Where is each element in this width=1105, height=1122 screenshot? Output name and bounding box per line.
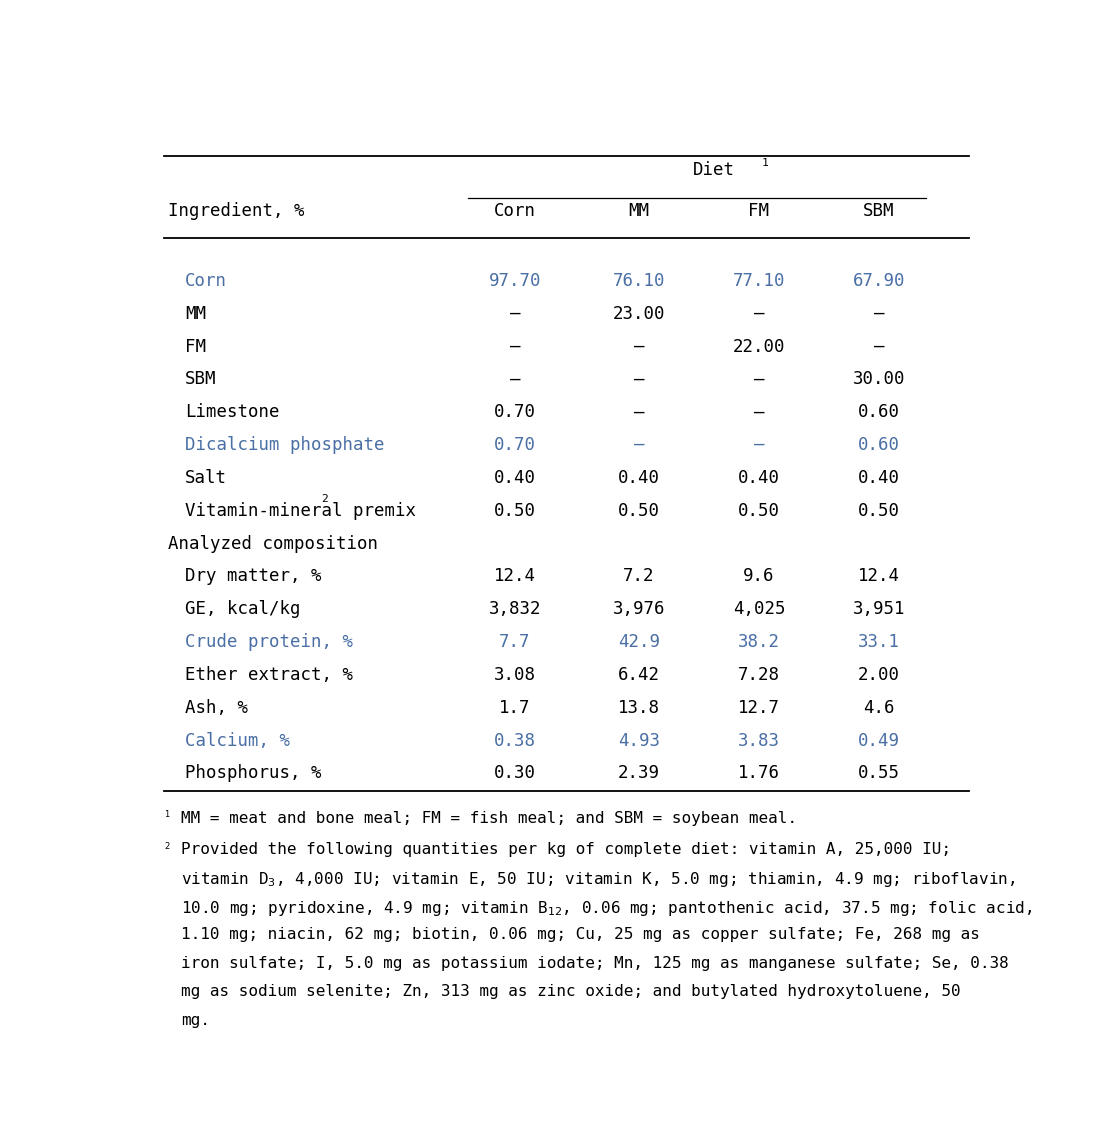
Text: Calcium, %: Calcium, % [186,732,291,749]
Text: –: – [634,436,644,454]
Text: vitamin D$_{3}$, 4,000 IU; vitamin E, 50 IU; vitamin K, 5.0 mg; thiamin, 4.9 mg;: vitamin D$_{3}$, 4,000 IU; vitamin E, 50… [181,871,1015,890]
Text: –: – [634,370,644,388]
Text: 0.50: 0.50 [738,502,780,519]
Text: Corn: Corn [494,202,536,220]
Text: MM: MM [186,305,207,323]
Text: Ingredient, %: Ingredient, % [168,202,305,220]
Text: 76.10: 76.10 [613,272,665,289]
Text: SBM: SBM [186,370,217,388]
Text: 42.9: 42.9 [618,633,660,651]
Text: 2.00: 2.00 [857,666,899,684]
Text: $^{1}$: $^{1}$ [164,810,170,824]
Text: 1.76: 1.76 [738,764,780,782]
Text: 1.10 mg; niacin, 62 mg; biotin, 0.06 mg; Cu, 25 mg as copper sulfate; Fe, 268 mg: 1.10 mg; niacin, 62 mg; biotin, 0.06 mg;… [181,928,980,942]
Text: 4,025: 4,025 [733,600,786,618]
Text: 3.83: 3.83 [738,732,780,749]
Text: 3,832: 3,832 [488,600,541,618]
Text: mg.: mg. [181,1013,210,1028]
Text: 12.4: 12.4 [857,568,899,586]
Text: 0.70: 0.70 [494,436,536,454]
Text: 2.39: 2.39 [618,764,660,782]
Text: 1.7: 1.7 [499,699,530,717]
Text: 10.0 mg; pyridoxine, 4.9 mg; vitamin B$_{12}$, 0.06 mg; pantothenic acid, 37.5 m: 10.0 mg; pyridoxine, 4.9 mg; vitamin B$_… [181,899,1032,918]
Text: 0.40: 0.40 [857,469,899,487]
Text: 13.8: 13.8 [618,699,660,717]
Text: mg as sodium selenite; Zn, 313 mg as zinc oxide; and butylated hydroxytoluene, 5: mg as sodium selenite; Zn, 313 mg as zin… [181,984,960,1000]
Text: 67.90: 67.90 [853,272,905,289]
Text: 0.40: 0.40 [738,469,780,487]
Text: 30.00: 30.00 [853,370,905,388]
Text: –: – [874,338,884,356]
Text: Limestone: Limestone [186,403,280,421]
Text: Dicalcium phosphate: Dicalcium phosphate [186,436,385,454]
Text: 7.2: 7.2 [623,568,655,586]
Text: Diet: Diet [693,160,735,178]
Text: 2: 2 [320,495,327,504]
Text: 12.7: 12.7 [738,699,780,717]
Text: 77.10: 77.10 [733,272,786,289]
Text: Corn: Corn [186,272,228,289]
Text: FM: FM [748,202,769,220]
Text: 6.42: 6.42 [618,666,660,684]
Text: –: – [509,338,520,356]
Text: 12.4: 12.4 [494,568,536,586]
Text: 0.38: 0.38 [494,732,536,749]
Text: –: – [634,403,644,421]
Text: 0.40: 0.40 [494,469,536,487]
Text: 33.1: 33.1 [857,633,899,651]
Text: GE, kcal/kg: GE, kcal/kg [186,600,301,618]
Text: –: – [754,436,765,454]
Text: 0.70: 0.70 [494,403,536,421]
Text: 0.60: 0.60 [857,436,899,454]
Text: 7.7: 7.7 [499,633,530,651]
Text: 23.00: 23.00 [613,305,665,323]
Text: –: – [509,370,520,388]
Text: –: – [634,338,644,356]
Text: 0.49: 0.49 [857,732,899,749]
Text: Phosphorus, %: Phosphorus, % [186,764,322,782]
Text: $^{2}$: $^{2}$ [164,842,170,855]
Text: 0.60: 0.60 [857,403,899,421]
Text: 7.28: 7.28 [738,666,780,684]
Text: –: – [754,370,765,388]
Text: Salt: Salt [186,469,228,487]
Text: 0.50: 0.50 [857,502,899,519]
Text: Ash, %: Ash, % [186,699,249,717]
Text: MM: MM [629,202,650,220]
Text: 0.50: 0.50 [618,502,660,519]
Text: –: – [754,305,765,323]
Text: iron sulfate; I, 5.0 mg as potassium iodate; Mn, 125 mg as manganese sulfate; Se: iron sulfate; I, 5.0 mg as potassium iod… [181,956,1009,971]
Text: 38.2: 38.2 [738,633,780,651]
Text: SBM: SBM [863,202,895,220]
Text: 3,976: 3,976 [613,600,665,618]
Text: Crude protein, %: Crude protein, % [186,633,354,651]
Text: –: – [754,403,765,421]
Text: FM: FM [186,338,207,356]
Text: 0.50: 0.50 [494,502,536,519]
Text: 4.93: 4.93 [618,732,660,749]
Text: Ether extract, %: Ether extract, % [186,666,354,684]
Text: 1: 1 [761,158,768,168]
Text: Analyzed composition: Analyzed composition [168,534,378,553]
Text: MM = meat and bone meal; FM = fish meal; and SBM = soybean meal.: MM = meat and bone meal; FM = fish meal;… [181,810,797,826]
Text: –: – [509,305,520,323]
Text: 3.08: 3.08 [494,666,536,684]
Text: –: – [874,305,884,323]
Text: 0.30: 0.30 [494,764,536,782]
Text: 97.70: 97.70 [488,272,541,289]
Text: Vitamin-mineral premix: Vitamin-mineral premix [186,502,417,519]
Text: 9.6: 9.6 [744,568,775,586]
Text: 0.40: 0.40 [618,469,660,487]
Text: Dry matter, %: Dry matter, % [186,568,322,586]
Text: 3,951: 3,951 [853,600,905,618]
Text: 0.55: 0.55 [857,764,899,782]
Text: 22.00: 22.00 [733,338,786,356]
Text: 4.6: 4.6 [863,699,895,717]
Text: Provided the following quantities per kg of complete diet: vitamin A, 25,000 IU;: Provided the following quantities per kg… [181,842,951,857]
